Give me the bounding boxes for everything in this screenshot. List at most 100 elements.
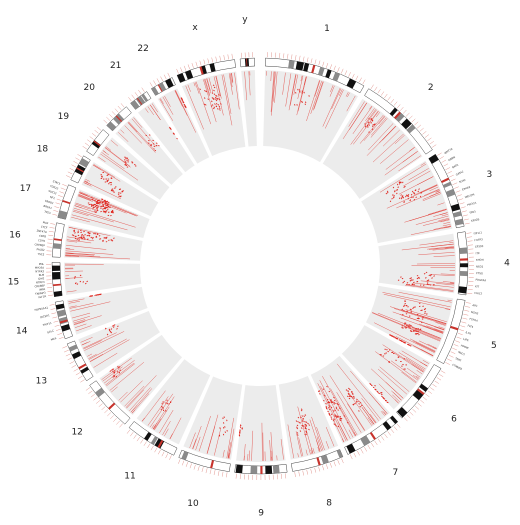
mutation-cluster-tick — [394, 195, 395, 196]
gene-tick — [47, 287, 52, 288]
gene-tick — [216, 57, 217, 62]
mutation-cluster-tick — [348, 388, 349, 389]
gene-tick — [322, 465, 323, 470]
gene-tick — [388, 97, 391, 101]
gene-tick — [121, 103, 124, 107]
gene-tick — [334, 66, 336, 71]
mutation-cluster-tick — [424, 273, 425, 274]
gene-label: FIP1L1 — [473, 230, 482, 235]
gene-label: ITK — [476, 251, 481, 255]
mutation-cluster-tick — [113, 371, 114, 372]
mutation-cluster-tick — [412, 284, 413, 285]
gene-tick — [85, 143, 89, 146]
mutation-cluster-tick — [401, 194, 402, 195]
mutation-cluster-tick — [408, 284, 409, 285]
gene-tick — [50, 227, 55, 228]
gene-tick — [59, 192, 64, 194]
gene-tick — [391, 99, 394, 103]
gene-tick — [352, 74, 354, 78]
mutation-cluster-tick — [418, 277, 419, 278]
mutation-cluster-tick — [348, 393, 349, 394]
mutation-cluster-tick — [359, 404, 360, 405]
gene-tick — [384, 94, 387, 98]
mutation-cluster-tick — [333, 420, 334, 421]
ideogram-band — [459, 247, 467, 254]
gene-tick — [164, 75, 166, 79]
gene-tick — [381, 436, 384, 440]
mutation-cluster-tick — [387, 192, 388, 193]
gene-tick — [354, 453, 356, 457]
gene-tick — [99, 403, 103, 406]
gene-tick — [427, 138, 431, 141]
gene-tick — [404, 417, 407, 421]
mutation-cluster-tick — [331, 407, 332, 408]
ideogram-band — [273, 465, 280, 473]
gene-tick — [318, 467, 319, 472]
mutation-cluster-tick — [361, 405, 362, 406]
chromosome-label-12: 12 — [71, 428, 82, 438]
mutation-cluster-tick — [418, 191, 419, 192]
mutation-cluster-tick — [117, 371, 118, 372]
gene-tick — [236, 474, 237, 479]
gene-tick — [72, 365, 76, 367]
gene-label: MSH3 — [471, 310, 480, 316]
gene-tick — [142, 88, 145, 92]
gene-tick — [303, 57, 304, 62]
gene-tick — [465, 223, 470, 224]
gene-tick — [350, 455, 352, 460]
gene-tick — [47, 243, 52, 244]
mutation-cluster-tick — [83, 238, 84, 239]
gene-label: RBM6 — [447, 155, 456, 162]
mutation-cluster-tick — [411, 280, 412, 281]
gene-tick — [378, 439, 381, 443]
gene-tick — [303, 471, 304, 476]
mutation-cluster-tick — [331, 414, 332, 415]
chromosome-label-8: 8 — [326, 499, 332, 509]
gene-tick — [184, 66, 186, 71]
mutation-cluster-tick — [414, 285, 415, 286]
gene-tick — [106, 117, 110, 120]
mutation-cluster-tick — [393, 187, 394, 188]
gene-tick — [77, 154, 81, 157]
mutation-cluster-tick — [296, 92, 297, 93]
gene-tick — [447, 171, 451, 173]
gene-tick — [56, 203, 61, 204]
gene-tick — [138, 90, 141, 94]
mutation-cluster-tick — [74, 233, 75, 234]
gene-tick — [48, 235, 53, 236]
gene-tick — [52, 214, 57, 215]
chromosome-label-2: 2 — [428, 83, 434, 93]
gene-tick — [214, 470, 215, 475]
mutation-cluster-tick — [333, 397, 334, 398]
mutation-cluster-tick — [329, 409, 330, 410]
mutation-cluster-tick — [75, 236, 76, 237]
mutation-cluster-tick — [336, 408, 337, 409]
gene-tick — [48, 239, 53, 240]
mutation-cluster-tick — [397, 189, 398, 190]
mutation-cluster-tick — [75, 238, 76, 239]
mutation-cluster-tick — [83, 231, 84, 232]
mutation-cluster-tick — [73, 235, 74, 236]
mutation-cluster-tick — [430, 285, 431, 286]
mutation-cluster-tick — [240, 425, 241, 426]
gene-tick — [115, 109, 118, 113]
mutation-cluster-tick — [397, 184, 398, 185]
mutation-cluster-tick — [400, 277, 401, 278]
gene-tick — [384, 434, 387, 438]
gene-tick — [196, 62, 197, 67]
mutation-cluster-tick — [417, 278, 418, 279]
gene-tick — [68, 358, 72, 360]
mutation-cluster-tick — [176, 138, 177, 139]
gene-label: NTRK3 — [35, 269, 44, 273]
mutation-cluster-tick — [346, 390, 347, 391]
gene-tick — [48, 291, 53, 292]
gene-tick — [86, 388, 90, 391]
mutation-cluster-tick — [334, 410, 335, 411]
track-sector-chr4 — [378, 234, 456, 294]
chromosome-label-20: 20 — [83, 83, 95, 93]
gene-tick — [420, 400, 424, 403]
gene-label: NSD1 — [457, 350, 466, 357]
gene-tick — [412, 409, 416, 412]
mutation-cluster-tick — [338, 404, 339, 405]
